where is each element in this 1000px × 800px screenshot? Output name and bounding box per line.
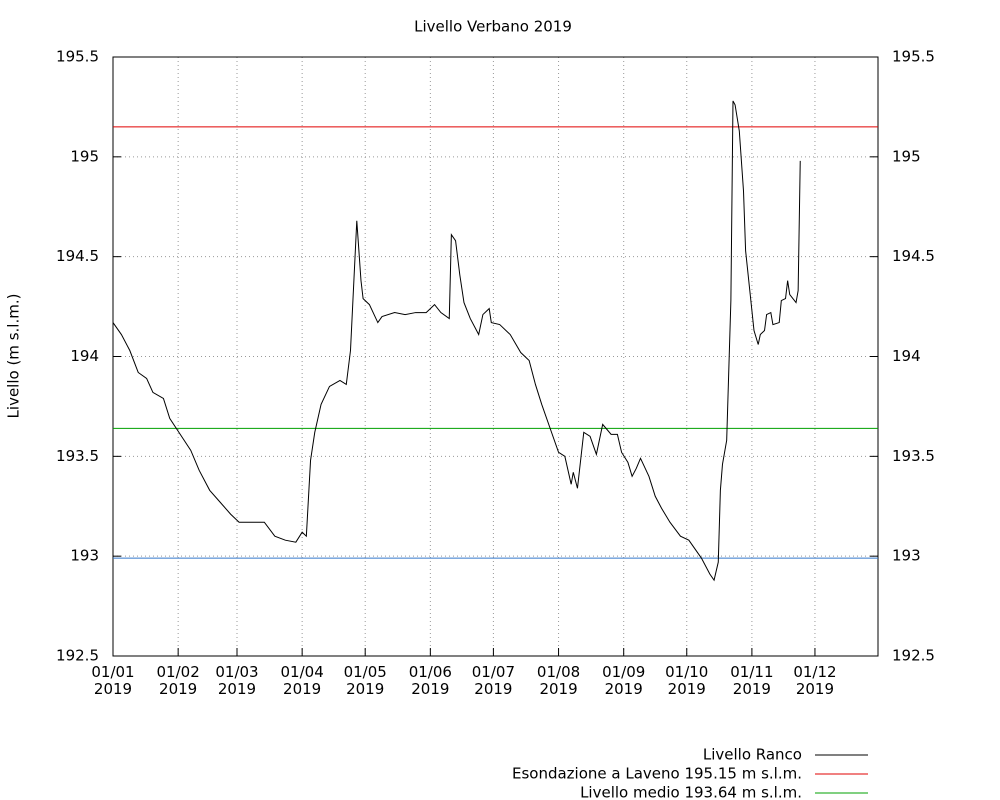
x-tick-label: 01/01 2019 [91,663,135,698]
data-line [112,100,801,582]
plot-frame [112,56,879,657]
y2-tick-label: 194.5 [892,247,935,265]
y-tick-label: 195.5 [56,48,99,66]
y2-tick-label: 194 [892,347,921,365]
x-tick-label: 01/06 2019 [408,663,452,698]
y2-tick-label: 195.5 [892,48,935,66]
y-tick-label: 192.5 [56,647,99,665]
x-tick-label: 01/09 2019 [602,663,646,698]
x-tick-label: 01/02 2019 [156,663,200,698]
legend-label: Esondazione a Laveno 195.15 m s.l.m. [512,765,802,783]
y-tick-label: 194.5 [56,247,99,265]
x-tick-label: 01/03 2019 [215,663,259,698]
legend-label: Livello Ranco [703,746,802,764]
x-tick-label: 01/11 2019 [730,663,774,698]
x-tick-label: 01/05 2019 [343,663,387,698]
y-tick-label: 193 [70,547,99,565]
y-tick-label: 193.5 [56,447,99,465]
y2-tick-label: 195 [892,147,921,165]
legend-label: Livello medio 193.64 m s.l.m. [580,784,802,800]
y-tick-label: 195 [70,147,99,165]
y2-tick-label: 193 [892,547,921,565]
y2-tick-label: 193.5 [892,447,935,465]
x-tick-label: 01/08 2019 [536,663,581,698]
y-tick-label: 194 [70,347,99,365]
chart-title: Livello Verbano 2019 [414,18,572,36]
y2-tick-label: 192.5 [892,647,935,665]
x-tick-label: 01/07 2019 [471,663,515,698]
y-axis-label: Livello (m s.l.m.) [5,294,23,419]
x-tick-label: 01/04 2019 [280,663,324,698]
x-tick-label: 01/10 2019 [665,663,709,698]
x-tick-label: 01/12 2019 [793,663,837,698]
